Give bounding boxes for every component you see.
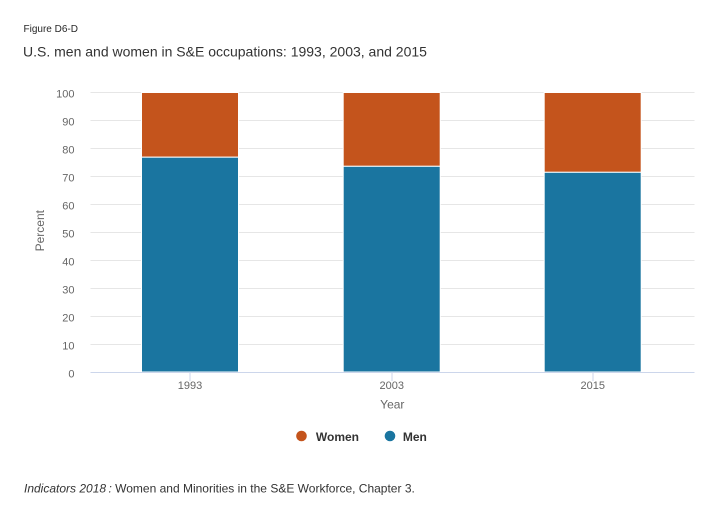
svg-text:1993: 1993 (178, 380, 202, 392)
svg-text:80: 80 (62, 145, 74, 157)
svg-text:20: 20 (62, 313, 74, 325)
svg-text:90: 90 (62, 117, 74, 129)
svg-text:100: 100 (56, 89, 74, 101)
svg-text:40: 40 (62, 257, 74, 269)
svg-text:Indicators 2018 : Women and Mi: Indicators 2018 : Women and Minorities i… (24, 481, 415, 495)
svg-text:10: 10 (62, 341, 74, 353)
svg-text:U.S. men and women in S&E occu: U.S. men and women in S&E occupations: 1… (23, 43, 427, 59)
svg-text:2015: 2015 (581, 380, 605, 392)
svg-text:70: 70 (62, 173, 74, 185)
svg-text:2003: 2003 (380, 380, 404, 392)
svg-text:Figure D6-D: Figure D6-D (24, 24, 78, 35)
svg-text:Percent: Percent (33, 209, 47, 251)
svg-text:30: 30 (62, 285, 74, 297)
svg-text:50: 50 (62, 229, 74, 241)
svg-text:Women: Women (316, 430, 359, 444)
svg-text:Year: Year (380, 398, 404, 412)
svg-text:60: 60 (62, 201, 74, 213)
svg-text:0: 0 (68, 369, 74, 381)
svg-text:Men: Men (403, 430, 427, 444)
